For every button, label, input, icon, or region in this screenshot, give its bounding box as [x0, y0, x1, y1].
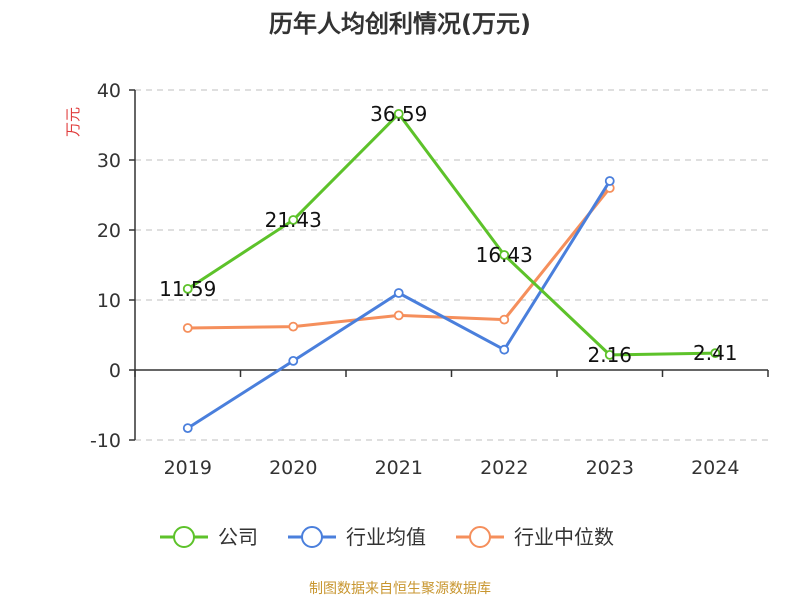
data-label: 36.59: [370, 102, 427, 126]
y-tick-label: 10: [97, 290, 121, 312]
data-label: 16.43: [476, 243, 533, 267]
series-line: [186, 112, 717, 357]
data-point: [604, 349, 615, 360]
y-tick-label: 30: [97, 150, 121, 172]
legend-marker: [301, 526, 323, 548]
x-tick-label: 2022: [480, 457, 528, 479]
legend-label: 行业中位数: [514, 525, 614, 549]
data-point: [182, 423, 193, 434]
y-tick-label: -10: [90, 430, 121, 452]
data-point: [393, 310, 404, 321]
y-tick-label: 20: [97, 220, 121, 242]
source-note: 制图数据来自恒生聚源数据库: [309, 581, 491, 597]
series-line: [186, 186, 612, 330]
data-point: [288, 355, 299, 366]
data-point: [499, 314, 510, 325]
x-tick-label: 2020: [269, 457, 317, 479]
data-point: [182, 283, 193, 294]
legend-marker: [469, 526, 491, 548]
data-label: 21.43: [265, 208, 322, 232]
x-tick-label: 2019: [164, 457, 212, 479]
data-point: [604, 176, 615, 186]
data-point: [499, 344, 510, 355]
data-label: 2.41: [693, 341, 738, 365]
y-tick-label: 40: [97, 80, 121, 102]
data-point: [182, 323, 193, 333]
data-label: 11.59: [159, 277, 216, 301]
legend-label: 行业均值: [346, 525, 426, 549]
data-point: [710, 348, 721, 359]
data-point: [288, 215, 299, 225]
chart-title: 历年人均创利情况(万元): [269, 10, 531, 38]
data-label: 2.16: [587, 343, 632, 367]
data-point: [288, 321, 299, 332]
legend-marker: [173, 526, 195, 548]
x-tick-label: 2023: [586, 457, 634, 479]
y-tick-label: 0: [109, 360, 121, 382]
data-point: [499, 250, 510, 260]
data-point: [393, 288, 404, 298]
x-tick-label: 2021: [375, 457, 423, 479]
y-axis-unit-label: 万元: [64, 107, 82, 137]
data-point: [393, 108, 404, 119]
legend-label: 公司: [218, 525, 258, 549]
x-tick-label: 2024: [691, 457, 739, 479]
series-line: [186, 179, 612, 430]
